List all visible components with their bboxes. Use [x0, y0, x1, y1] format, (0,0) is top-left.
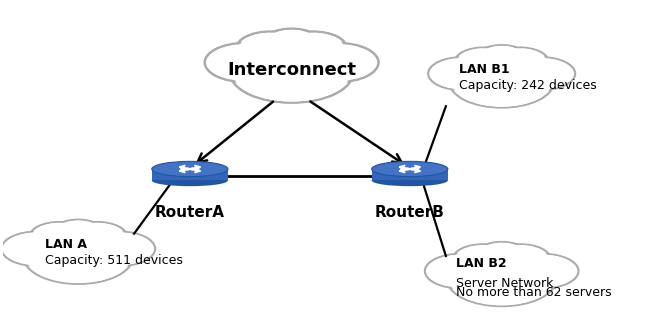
- Circle shape: [30, 222, 89, 251]
- Circle shape: [494, 246, 547, 272]
- Circle shape: [458, 49, 509, 74]
- Text: LAN A: LAN A: [46, 238, 87, 251]
- Circle shape: [491, 48, 548, 75]
- Ellipse shape: [371, 175, 448, 186]
- Text: No more than 62 servers: No more than 62 servers: [455, 286, 611, 299]
- Circle shape: [265, 30, 318, 56]
- Text: RouterA: RouterA: [155, 205, 225, 220]
- Circle shape: [52, 220, 105, 245]
- Circle shape: [475, 242, 528, 267]
- Circle shape: [453, 59, 551, 106]
- Circle shape: [431, 59, 493, 88]
- Circle shape: [236, 32, 304, 64]
- Circle shape: [5, 233, 69, 264]
- Circle shape: [24, 231, 132, 284]
- Circle shape: [262, 29, 321, 57]
- Text: RouterB: RouterB: [375, 205, 445, 220]
- Circle shape: [230, 43, 353, 103]
- Circle shape: [240, 33, 301, 63]
- Circle shape: [425, 254, 495, 288]
- Circle shape: [234, 45, 350, 101]
- Text: LAN B2: LAN B2: [455, 257, 506, 270]
- Circle shape: [491, 244, 550, 273]
- FancyBboxPatch shape: [371, 169, 448, 180]
- Circle shape: [480, 47, 524, 68]
- Circle shape: [32, 224, 86, 249]
- Ellipse shape: [152, 175, 228, 186]
- Ellipse shape: [371, 161, 448, 177]
- Circle shape: [70, 224, 124, 249]
- Text: LAN B1: LAN B1: [459, 63, 510, 76]
- Circle shape: [508, 254, 579, 288]
- Circle shape: [302, 45, 375, 80]
- Circle shape: [205, 43, 285, 82]
- FancyBboxPatch shape: [152, 169, 228, 180]
- Circle shape: [453, 244, 512, 273]
- Circle shape: [448, 253, 556, 306]
- Circle shape: [209, 45, 281, 80]
- Circle shape: [428, 57, 496, 90]
- Text: Server Network: Server Network: [455, 277, 553, 290]
- Circle shape: [511, 255, 575, 287]
- Circle shape: [456, 246, 510, 272]
- Text: Interconnect: Interconnect: [227, 61, 356, 79]
- Circle shape: [477, 45, 527, 69]
- Circle shape: [479, 243, 525, 266]
- Text: Capacity: 242 devices: Capacity: 242 devices: [459, 79, 596, 92]
- Circle shape: [87, 233, 152, 264]
- Circle shape: [494, 49, 545, 74]
- Circle shape: [68, 222, 127, 251]
- Circle shape: [299, 43, 379, 82]
- Circle shape: [510, 59, 572, 88]
- Circle shape: [27, 233, 130, 283]
- Circle shape: [85, 232, 155, 266]
- Circle shape: [508, 57, 575, 90]
- Circle shape: [55, 221, 101, 244]
- Circle shape: [455, 48, 512, 75]
- Circle shape: [283, 33, 343, 63]
- Circle shape: [428, 255, 493, 287]
- Text: Capacity: 511 devices: Capacity: 511 devices: [46, 254, 183, 267]
- Circle shape: [450, 255, 553, 305]
- Circle shape: [1, 232, 72, 266]
- Circle shape: [449, 57, 553, 108]
- Ellipse shape: [152, 161, 228, 177]
- Circle shape: [279, 32, 347, 64]
